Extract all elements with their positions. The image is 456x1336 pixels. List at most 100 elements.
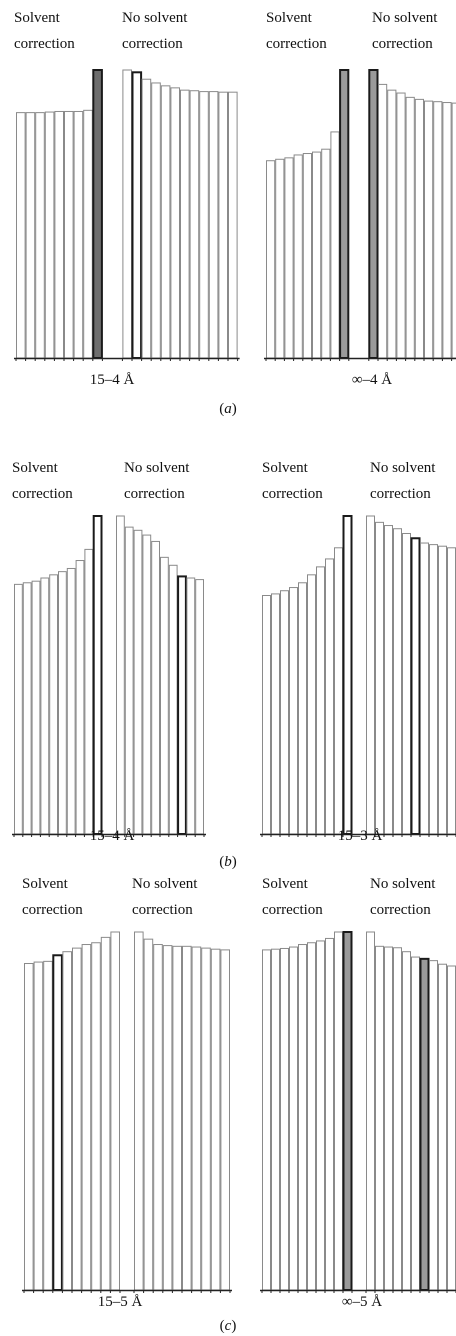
solvent-bar — [289, 946, 298, 1291]
no-solvent-bar-highlighted — [368, 69, 379, 359]
solvent-bar-highlighted — [339, 69, 350, 359]
panel-caption-c-close: ) — [231, 1318, 236, 1334]
no-solvent-bar — [414, 98, 424, 359]
no-solvent-bar — [142, 534, 152, 835]
no-solvent-bar — [424, 100, 434, 359]
chart-2: Solvent correction No solvent correction ∞–4… — [264, 10, 456, 388]
no-solvent-bar — [411, 956, 420, 1291]
no-solvent-bar — [210, 948, 221, 1291]
no-solvent-bar-highlighted — [131, 71, 143, 360]
solvent-bar — [325, 937, 334, 1291]
solvent-bar — [302, 153, 312, 359]
no-solvent-bar — [170, 87, 180, 359]
panel-caption-a-letter: a — [224, 401, 232, 417]
no-solvent-correction-label-line-2: correction — [372, 36, 433, 52]
no-solvent-correction-label-line-1: No solvent — [122, 10, 188, 26]
solvent-bar — [22, 582, 32, 835]
no-solvent-bar — [366, 931, 375, 1291]
panel-caption-c-letter: c — [225, 1318, 232, 1334]
no-solvent-bar — [141, 78, 152, 359]
solvent-bar — [321, 148, 331, 359]
solvent-bar — [325, 558, 334, 835]
no-solvent-bar — [168, 564, 178, 835]
solvent-bar — [81, 944, 92, 1291]
no-solvent-bar — [133, 529, 143, 835]
no-solvent-bar — [162, 945, 173, 1291]
solvent-correction-label-line-2: correction — [262, 486, 323, 502]
solvent-bar — [293, 154, 303, 359]
no-solvent-bar — [438, 545, 447, 835]
solvent-bar — [25, 112, 36, 359]
no-solvent-bar — [151, 540, 160, 835]
panel-caption-b: (b) — [219, 854, 237, 870]
solvent-bar — [64, 110, 74, 359]
solvent-correction-label-line-1: Solvent — [14, 10, 61, 26]
no-solvent-bar — [160, 85, 171, 359]
solvent-bar — [33, 961, 44, 1291]
no-solvent-bar — [153, 944, 163, 1291]
panel-caption-c-open: ( — [220, 1318, 225, 1334]
no-solvent-bar — [191, 946, 202, 1291]
solvent-bar-highlighted — [342, 515, 353, 835]
solvent-bar — [280, 590, 289, 835]
solvent-bar — [316, 566, 325, 835]
solvent-correction-label-line-2: correction — [262, 902, 323, 918]
panel-caption-b-close: ) — [232, 854, 237, 870]
chart-6: Solvent correction No solvent correction ∞–5… — [260, 876, 456, 1310]
panel-caption-a-open: ( — [219, 401, 224, 417]
resolution-range-label: ∞–4 Å — [352, 372, 392, 388]
no-solvent-bar — [199, 91, 209, 359]
no-solvent-correction-label-line-1: No solvent — [124, 460, 190, 476]
no-solvent-bar — [208, 91, 219, 359]
no-solvent-bar — [405, 96, 415, 359]
no-solvent-correction-label-line-2: correction — [132, 902, 193, 918]
no-solvent-correction-label-line-1: No solvent — [372, 10, 438, 26]
resolution-range-label: 15–3 Å — [338, 828, 383, 844]
no-solvent-bar — [438, 963, 447, 1291]
no-solvent-bar — [180, 89, 190, 359]
no-solvent-bar — [420, 542, 429, 835]
no-solvent-bar — [384, 946, 393, 1291]
panel-caption-c: (c) — [220, 1318, 237, 1334]
solvent-bar — [307, 574, 316, 835]
resolution-range-label: ∞–5 Å — [342, 1294, 382, 1310]
no-solvent-bar — [124, 526, 134, 835]
no-solvent-bar — [151, 82, 161, 359]
solvent-bar — [271, 948, 280, 1291]
no-solvent-correction-label-line-1: No solvent — [370, 876, 436, 892]
solvent-correction-label-line-2: correction — [14, 36, 75, 52]
solvent-bar — [100, 936, 111, 1291]
solvent-bar — [43, 960, 53, 1291]
no-solvent-bar — [182, 945, 192, 1291]
solvent-bar — [91, 942, 101, 1291]
no-solvent-bar — [429, 544, 438, 835]
solvent-bar — [275, 158, 285, 359]
no-solvent-bar — [442, 102, 452, 359]
no-solvent-bar — [447, 547, 456, 835]
solvent-bar — [262, 595, 271, 835]
no-solvent-bar — [134, 931, 144, 1291]
solvent-bar — [84, 548, 94, 835]
no-solvent-bar — [375, 945, 384, 1291]
charts-layer: Solvent correction No solvent correction 15–… — [12, 10, 456, 1310]
panel-caption-a-close: ) — [232, 401, 237, 417]
no-solvent-bar — [387, 89, 397, 359]
no-solvent-bar — [402, 951, 411, 1291]
solvent-bar — [334, 547, 343, 835]
no-solvent-bar — [375, 521, 384, 835]
no-solvent-correction-label-line-1: No solvent — [370, 460, 436, 476]
solvent-bar — [31, 580, 41, 835]
solvent-correction-label-line-2: correction — [12, 486, 73, 502]
no-solvent-bar — [160, 556, 169, 835]
resolution-range-label: 15–4 Å — [90, 372, 135, 388]
no-solvent-bar — [366, 515, 375, 835]
solvent-bar — [54, 110, 65, 359]
solvent-correction-label-line-1: Solvent — [22, 876, 69, 892]
solvent-bar — [266, 160, 276, 359]
solvent-bar — [62, 951, 73, 1291]
no-solvent-bar — [396, 92, 406, 359]
no-solvent-bar — [447, 965, 456, 1291]
no-solvent-bar — [116, 515, 125, 835]
solvent-correction-label-line-1: Solvent — [266, 10, 313, 26]
no-solvent-bar — [433, 101, 443, 359]
